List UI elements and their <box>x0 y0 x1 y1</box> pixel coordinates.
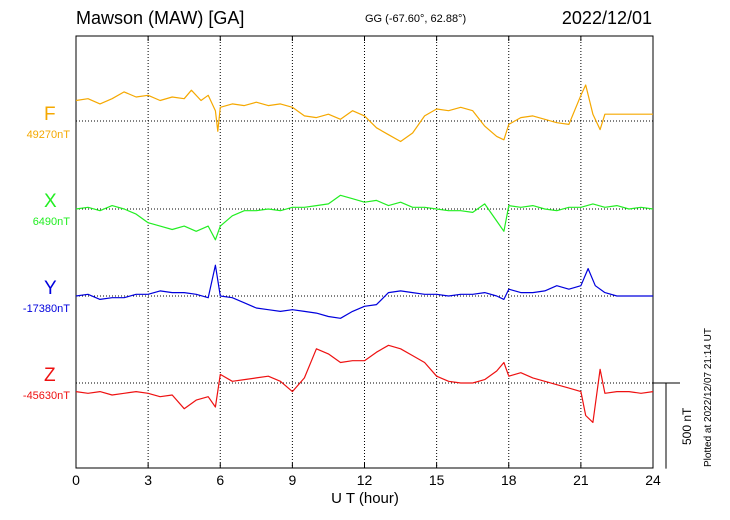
series-line-F <box>75 84 653 143</box>
series-line-Y <box>75 264 653 319</box>
channel-baseline-Z: -45630nT <box>22 390 70 402</box>
x-tick-label-3: 3 <box>144 472 153 488</box>
series-line-X <box>75 194 654 241</box>
x-tick-label-0: 0 <box>72 472 80 488</box>
x-tick-label-18: 18 <box>500 472 517 488</box>
series-line-Z <box>75 344 654 423</box>
x-axis-label: U T (hour) <box>331 490 399 507</box>
channel-baseline-X: 6490nT <box>32 216 70 228</box>
x-tick-label-15: 15 <box>428 472 445 488</box>
channel-baseline-Y: -17380nT <box>22 303 70 315</box>
series-lines <box>75 84 654 423</box>
channel-label-Z: Z <box>44 365 56 386</box>
channel-label-Y: Y <box>44 278 57 299</box>
channel-baseline-F: 49270nT <box>26 129 70 141</box>
baseline-lines <box>76 120 653 384</box>
x-tick-label-9: 9 <box>288 472 297 488</box>
x-tick-label-21: 21 <box>573 472 589 488</box>
x-tick-label-12: 12 <box>356 472 373 488</box>
plot-timestamp: Plotted at 2022/12/07 21:14 UT <box>703 328 714 467</box>
x-tick-label-24: 24 <box>645 472 661 488</box>
scale-bar-label: 500 nT <box>680 407 694 445</box>
x-tick-label-6: 6 <box>216 472 225 488</box>
channel-label-X: X <box>44 191 57 212</box>
chart-title: Mawson (MAW) [GA] <box>76 8 245 28</box>
chart-date: 2022/12/01 <box>561 8 652 28</box>
channel-label-F: F <box>44 104 56 125</box>
station-coords: GG (-67.60°, 62.88°) <box>365 13 467 25</box>
scale-bar <box>653 382 680 469</box>
x-axis-ticks <box>75 36 654 468</box>
